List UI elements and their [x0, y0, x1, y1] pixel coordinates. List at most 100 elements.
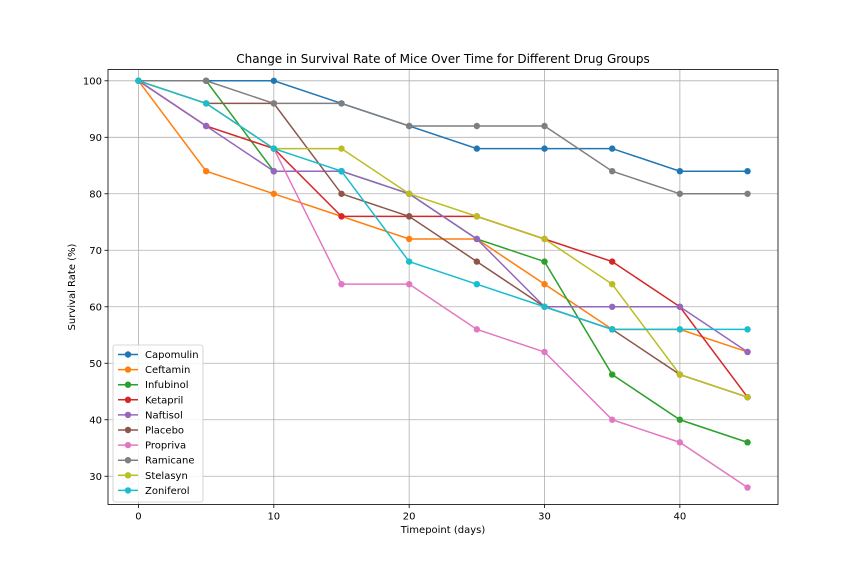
data-point-zoniferol-25: [473, 280, 481, 288]
legend-entry-naftisol: Naftisol: [118, 410, 183, 421]
axis-ticks: 0 10 20 30 40 30 40 50 60 70 80 90 100: [83, 76, 686, 522]
data-point-zoniferol-0: [135, 77, 142, 84]
data-point-capomulin-35: [608, 145, 616, 152]
data-point-stelasyn-35: [608, 280, 616, 288]
data-point-capomulin-30: [541, 145, 548, 152]
y-tick-label-5: 80: [89, 189, 102, 200]
data-point-capomulin-40: [676, 167, 684, 175]
data-point-ramicane-45: [744, 190, 751, 197]
data-point-placebo-20: [405, 213, 413, 220]
series-line-capomulin: [138, 80, 748, 172]
data-point-capomulin-25: [473, 145, 481, 152]
chart-title: Change in Survival Rate of Mice Over Tim…: [236, 52, 649, 66]
legend-label-ramicane: Ramicane: [145, 456, 195, 467]
legend-label-ketapril: Ketapril: [145, 395, 183, 406]
series-line-zoniferol: [138, 80, 748, 331]
x-tick-label-1: 10: [267, 512, 280, 523]
legend-label-stelasyn: Stelasyn: [145, 471, 188, 482]
data-point-ramicane-15: [338, 100, 345, 107]
legend-marker-ramicane: [124, 457, 132, 464]
data-point-zoniferol-10: [270, 145, 278, 152]
data-point-infubinol-40: [676, 416, 684, 423]
data-point-propriva-30: [541, 348, 548, 356]
legend-entry-ceftamin: Ceftamin: [118, 365, 190, 376]
data-point-zoniferol-40: [676, 326, 684, 333]
data-point-capomulin-45: [744, 167, 751, 175]
data-point-propriva-40: [676, 439, 684, 446]
x-tick-label-4: 40: [674, 512, 687, 523]
legend-entry-stelasyn: Stelasyn: [118, 471, 188, 482]
legend-label-propriva: Propriva: [145, 441, 186, 452]
y-tick-label-2: 50: [89, 359, 102, 370]
data-point-propriva-35: [608, 416, 616, 423]
x-tick-label-3: 30: [538, 512, 551, 523]
x-tick-label-2: 20: [403, 512, 416, 523]
legend-marker-propriva: [124, 441, 132, 449]
data-point-infubinol-45: [744, 439, 751, 446]
legend-marker-ceftamin: [124, 366, 132, 373]
series-zoniferol: [135, 77, 751, 333]
data-point-propriva-45: [744, 484, 751, 491]
data-point-stelasyn-20: [405, 190, 413, 197]
data-point-propriva-25: [473, 326, 481, 333]
data-point-stelasyn-15: [338, 145, 345, 152]
data-point-ketapril-35: [608, 258, 616, 265]
data-point-ramicane-20: [405, 122, 413, 130]
y-tick-label-3: 60: [89, 302, 102, 313]
data-point-naftisol-35: [608, 303, 616, 310]
data-point-capomulin-10: [270, 77, 278, 84]
plot-area-frame: [107, 69, 779, 505]
legend-entry-propriva: Propriva: [118, 441, 186, 452]
y-tick-label-7: 100: [83, 76, 102, 87]
y-tick-label-1: 40: [89, 415, 102, 426]
legend-entry-capomulin: Capomulin: [118, 350, 199, 361]
data-point-naftisol-10: [270, 167, 278, 175]
data-point-zoniferol-45: [744, 326, 751, 333]
y-tick-label-4: 70: [89, 246, 102, 257]
legend-marker-naftisol: [124, 411, 132, 419]
data-point-propriva-15: [338, 280, 345, 288]
data-point-ramicane-35: [608, 167, 616, 175]
data-point-placebo-25: [473, 258, 481, 265]
series-line-placebo: [138, 80, 748, 398]
data-point-infubinol-30: [541, 258, 548, 265]
data-point-naftisol-5: [202, 122, 210, 130]
legend-marker-ketapril: [124, 396, 132, 403]
data-point-zoniferol-20: [405, 258, 413, 265]
data-point-zoniferol-35: [608, 326, 616, 333]
y-tick-label-0: 30: [89, 472, 102, 483]
legend: Capomulin Ceftamin Infubinol Ketapril Naftis…: [112, 344, 204, 503]
data-point-ceftamin-10: [270, 190, 278, 197]
legend-label-naftisol: Naftisol: [145, 410, 183, 421]
data-point-ramicane-40: [676, 190, 684, 197]
legend-entry-zoniferol: Zoniferol: [118, 486, 190, 497]
data-point-stelasyn-45: [744, 393, 751, 401]
data-point-zoniferol-5: [202, 100, 210, 107]
series-line-ramicane: [138, 80, 748, 195]
legend-entry-ramicane: Ramicane: [118, 456, 195, 467]
data-point-naftisol-40: [676, 303, 684, 310]
legend-entry-infubinol: Infubinol: [118, 380, 189, 391]
data-point-ramicane-30: [541, 122, 548, 130]
data-point-ramicane-25: [473, 122, 481, 130]
legend-label-zoniferol: Zoniferol: [145, 486, 190, 497]
data-point-infubinol-35: [608, 371, 616, 378]
legend-marker-placebo: [124, 426, 132, 434]
data-point-naftisol-25: [473, 235, 481, 243]
data-point-placebo-15: [338, 190, 345, 197]
x-tick-label-0: 0: [135, 512, 141, 523]
x-axis-label: Timepoint (days): [400, 525, 486, 536]
data-point-stelasyn-40: [676, 371, 684, 378]
data-point-stelasyn-30: [541, 235, 548, 243]
legend-marker-stelasyn: [124, 472, 132, 479]
legend-marker-capomulin: [124, 351, 132, 358]
data-point-ramicane-10: [270, 100, 278, 107]
data-point-ramicane-5: [202, 77, 210, 84]
legend-label-capomulin: Capomulin: [145, 350, 199, 361]
legend-marker-infubinol: [124, 381, 132, 388]
legend-label-placebo: Placebo: [145, 426, 184, 437]
data-point-ceftamin-5: [202, 167, 210, 175]
y-tick-label-6: 90: [89, 133, 102, 144]
data-point-zoniferol-15: [338, 167, 345, 175]
